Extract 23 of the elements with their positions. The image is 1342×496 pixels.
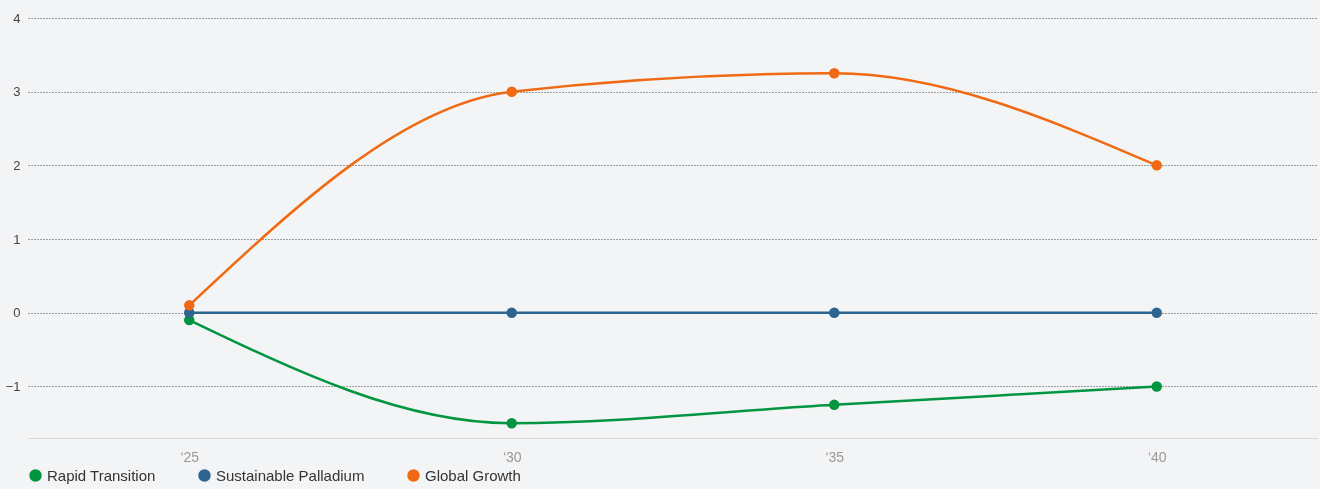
point <box>506 86 517 97</box>
legend-label: Sustainable Palladium <box>216 466 365 484</box>
y-tick-label: 1 <box>13 231 21 247</box>
x-tick-label: ‘40 <box>1147 448 1167 465</box>
point <box>829 399 840 411</box>
point <box>184 300 195 311</box>
x-tick-label: ‘35 <box>825 448 845 465</box>
point <box>1151 307 1162 318</box>
y-tick-label: 0 <box>13 305 21 321</box>
point <box>829 68 840 79</box>
y-tick-label: −1 <box>5 378 21 394</box>
point <box>1151 160 1162 171</box>
y-tick-label: 4 <box>13 10 21 26</box>
point <box>1151 381 1162 392</box>
x-tick-label: ‘25 <box>180 448 200 465</box>
point <box>506 307 517 318</box>
legend-label: Rapid Transition <box>47 466 156 484</box>
legend-label: Global Growth <box>425 466 521 484</box>
y-tick-label: 3 <box>13 84 21 100</box>
x-tick-label: ‘30 <box>502 448 522 465</box>
y-tick-label: 2 <box>13 157 21 173</box>
point <box>829 307 840 318</box>
point <box>506 418 517 429</box>
